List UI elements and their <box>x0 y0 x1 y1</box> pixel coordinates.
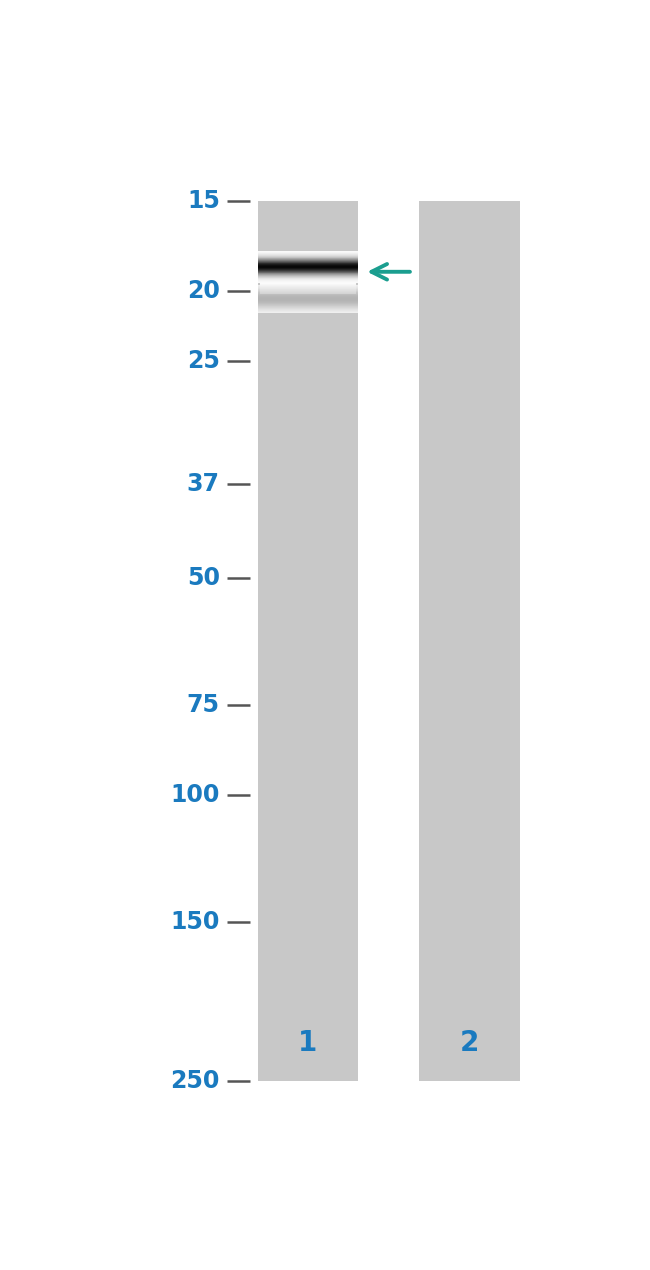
Text: 75: 75 <box>187 692 220 716</box>
Text: 250: 250 <box>170 1069 220 1093</box>
Text: 20: 20 <box>187 279 220 304</box>
Bar <box>257 202 358 1081</box>
Text: 37: 37 <box>187 471 220 495</box>
Text: 150: 150 <box>170 909 220 933</box>
Text: 15: 15 <box>187 189 220 213</box>
Bar <box>419 202 519 1081</box>
Text: 50: 50 <box>187 566 220 591</box>
Text: 25: 25 <box>187 349 220 373</box>
Text: 1: 1 <box>298 1029 318 1057</box>
Text: 2: 2 <box>460 1029 479 1057</box>
Text: 100: 100 <box>170 782 220 806</box>
